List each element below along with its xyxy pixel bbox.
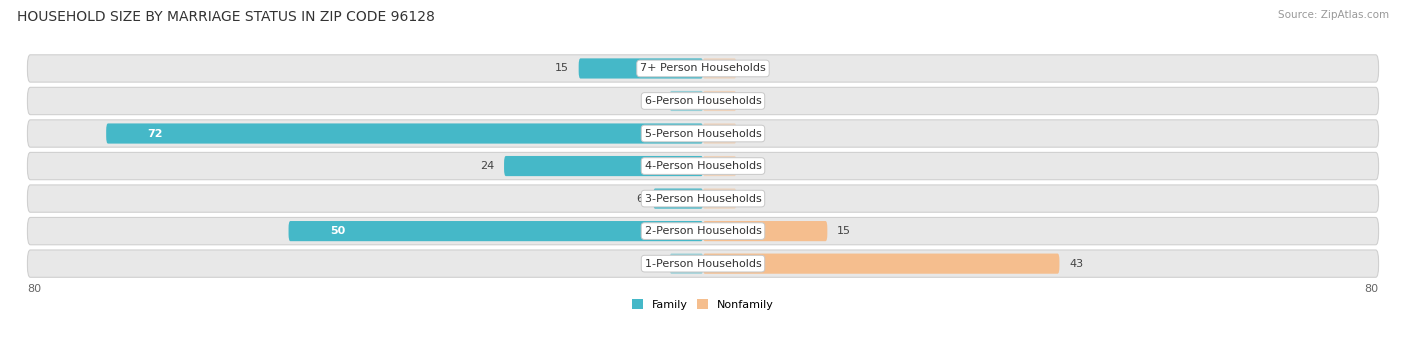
Text: 5-Person Households: 5-Person Households (644, 129, 762, 138)
Text: 6: 6 (637, 194, 644, 204)
FancyBboxPatch shape (703, 221, 827, 241)
FancyBboxPatch shape (107, 123, 703, 144)
FancyBboxPatch shape (28, 185, 1378, 212)
Text: 0: 0 (744, 129, 751, 138)
Text: 43: 43 (1070, 258, 1084, 269)
FancyBboxPatch shape (505, 156, 703, 176)
Text: 15: 15 (838, 226, 851, 236)
Text: 0: 0 (744, 161, 751, 171)
Text: 3-Person Households: 3-Person Households (644, 194, 762, 204)
FancyBboxPatch shape (703, 58, 737, 78)
FancyBboxPatch shape (28, 152, 1378, 180)
Legend: Family, Nonfamily: Family, Nonfamily (633, 299, 773, 310)
FancyBboxPatch shape (669, 254, 703, 274)
Text: HOUSEHOLD SIZE BY MARRIAGE STATUS IN ZIP CODE 96128: HOUSEHOLD SIZE BY MARRIAGE STATUS IN ZIP… (17, 10, 434, 24)
Text: 7+ Person Households: 7+ Person Households (640, 63, 766, 73)
FancyBboxPatch shape (703, 189, 737, 209)
Text: 0: 0 (744, 194, 751, 204)
Text: 2-Person Households: 2-Person Households (644, 226, 762, 236)
Text: 6-Person Households: 6-Person Households (644, 96, 762, 106)
FancyBboxPatch shape (654, 189, 703, 209)
Text: 24: 24 (479, 161, 494, 171)
FancyBboxPatch shape (28, 120, 1378, 147)
Text: 4-Person Households: 4-Person Households (644, 161, 762, 171)
Text: 1-Person Households: 1-Person Households (644, 258, 762, 269)
FancyBboxPatch shape (579, 58, 703, 78)
Text: 0: 0 (744, 96, 751, 106)
FancyBboxPatch shape (669, 91, 703, 111)
FancyBboxPatch shape (28, 250, 1378, 277)
FancyBboxPatch shape (28, 218, 1378, 245)
Text: 0: 0 (744, 63, 751, 73)
Text: 0: 0 (655, 258, 662, 269)
FancyBboxPatch shape (288, 221, 703, 241)
FancyBboxPatch shape (28, 55, 1378, 82)
FancyBboxPatch shape (703, 156, 737, 176)
FancyBboxPatch shape (703, 254, 1060, 274)
FancyBboxPatch shape (703, 123, 737, 144)
Text: 0: 0 (655, 96, 662, 106)
FancyBboxPatch shape (28, 87, 1378, 115)
Text: 80: 80 (1364, 284, 1378, 294)
Text: 80: 80 (28, 284, 42, 294)
Text: 50: 50 (330, 226, 346, 236)
Text: Source: ZipAtlas.com: Source: ZipAtlas.com (1278, 10, 1389, 20)
Text: 15: 15 (555, 63, 568, 73)
FancyBboxPatch shape (703, 91, 737, 111)
Text: 72: 72 (148, 129, 163, 138)
